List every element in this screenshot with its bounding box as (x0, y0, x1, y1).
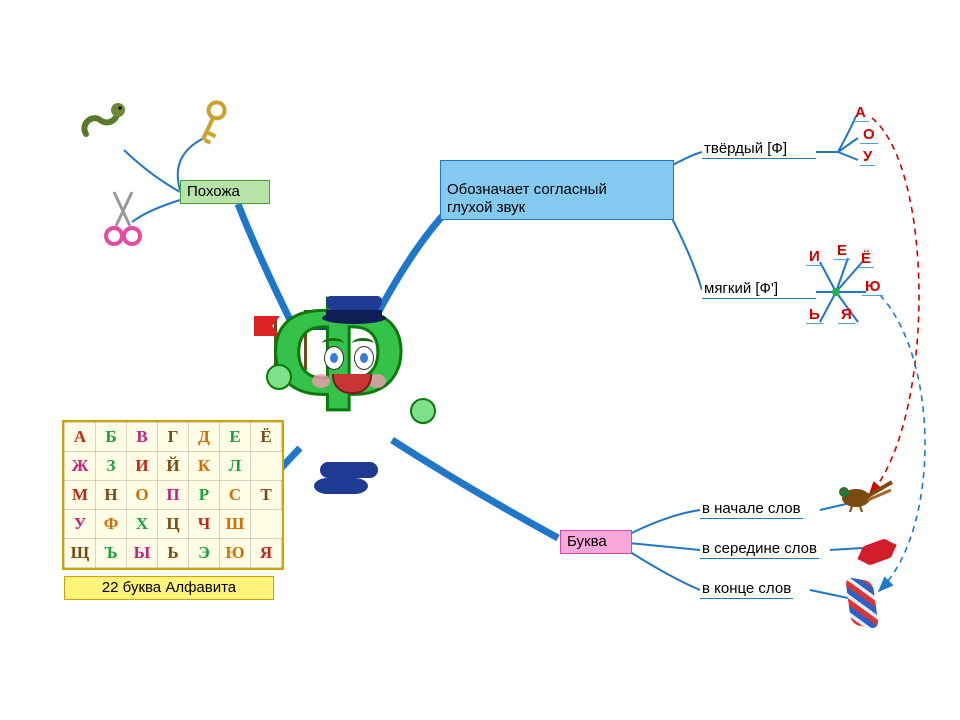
node-pos3-label: в конце слов (702, 580, 791, 597)
key-icon (196, 100, 238, 157)
alphabet-cell: А (65, 423, 96, 452)
soft-vowel: Е (834, 242, 850, 260)
node-pos1-label: в начале слов (702, 500, 801, 517)
alphabet-cell: Х (127, 510, 158, 539)
alphabet-cell: Р (189, 481, 220, 510)
alphabet-cell: Я (251, 539, 282, 568)
soft-vowel: Ь (806, 306, 823, 324)
scarf-icon (845, 577, 879, 630)
alphabet-cell: Г (158, 423, 189, 452)
node-pos1: в начале слов (700, 500, 803, 519)
alphabet-cell: Й (158, 452, 189, 481)
node-pokhozha-label: Похожа (187, 183, 240, 200)
node-consonant: Обозначает согласный глухой звук (440, 160, 674, 220)
alphabet-cell: Ж (65, 452, 96, 481)
alphabet-cell: Ч (189, 510, 220, 539)
alphabet-cell: Б (96, 423, 127, 452)
alphabet-caption: 22 буква Алфавита (64, 576, 274, 600)
soft-vowel: Я (838, 306, 855, 324)
hard-vowel: О (860, 126, 878, 144)
node-bukva: Буква (560, 530, 632, 554)
node-consonant-label: Обозначает согласный глухой звук (447, 181, 607, 216)
alphabet-cell: Н (96, 481, 127, 510)
alphabet-cell: К (189, 452, 220, 481)
alphabet-cell: Ь (158, 539, 189, 568)
scissors-icon (104, 186, 142, 257)
alphabet-cell: Ш (220, 510, 251, 539)
soft-vowel: Ю (862, 278, 883, 296)
connector-lines (0, 0, 960, 720)
alphabet-cell (251, 510, 282, 539)
soft-vowel: Ё (858, 250, 874, 268)
alphabet-cell: Ю (220, 539, 251, 568)
alphabet-cell: Ы (127, 539, 158, 568)
pheasant-icon (834, 476, 894, 517)
node-soft: мягкий [Ф'] (702, 280, 816, 299)
letter-phi-character: Ф (240, 290, 440, 510)
alphabet-cell: Щ (65, 539, 96, 568)
diagram-stage: Похожа Обозначает согласный глухой звук … (0, 0, 960, 720)
alphabet-cell: В (127, 423, 158, 452)
alphabet-cell: Э (189, 539, 220, 568)
alphabet-cell: И (127, 452, 158, 481)
alphabet-cell: О (127, 481, 158, 510)
node-pos3: в конце слов (700, 580, 793, 599)
node-pos2: в середине слов (700, 540, 819, 559)
candy-icon (859, 537, 894, 566)
alphabet-cell: П (158, 481, 189, 510)
alphabet-cell: Ъ (96, 539, 127, 568)
alphabet-cell: Ф (96, 510, 127, 539)
hard-vowel: У (860, 148, 875, 166)
hard-vowel: А (852, 104, 869, 122)
alphabet-cell: У (65, 510, 96, 539)
node-pos2-label: в середине слов (702, 540, 817, 557)
node-bukva-label: Буква (567, 533, 607, 550)
alphabet-cell: Д (189, 423, 220, 452)
node-hard: твёрдый [Ф] (702, 140, 816, 159)
node-soft-label: мягкий [Ф'] (704, 280, 778, 297)
soft-vowel: И (806, 248, 823, 266)
node-pokhozha: Похожа (180, 180, 270, 204)
alphabet-cell: М (65, 481, 96, 510)
alphabet-caption-label: 22 буква Алфавита (102, 579, 236, 596)
alphabet-cell: Ц (158, 510, 189, 539)
node-hard-label: твёрдый [Ф] (704, 140, 787, 157)
snake-icon (78, 100, 126, 149)
alphabet-cell: З (96, 452, 127, 481)
